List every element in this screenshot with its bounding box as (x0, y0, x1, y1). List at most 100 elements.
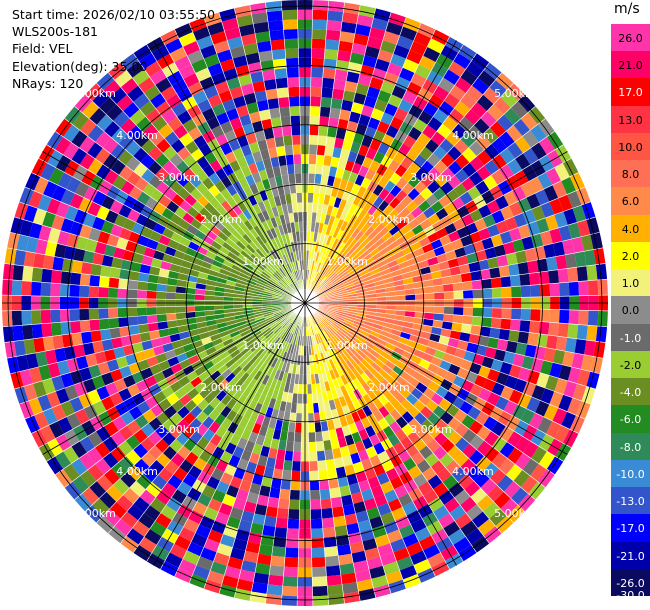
velocity-gate (55, 118, 73, 137)
velocity-gate (306, 364, 311, 375)
velocity-gate (432, 482, 449, 498)
velocity-gate (356, 408, 367, 420)
velocity-gate (245, 243, 256, 254)
velocity-gate (536, 258, 549, 273)
ray-separator (296, 0, 306, 304)
velocity-gate (312, 393, 319, 404)
velocity-gate (323, 267, 332, 277)
velocity-gate (333, 457, 345, 469)
velocity-gate (216, 112, 230, 126)
velocity-gate (320, 174, 329, 186)
velocity-gate (577, 219, 591, 237)
velocity-gate (249, 411, 260, 423)
velocity-gate (377, 90, 392, 104)
velocity-gate (87, 201, 102, 217)
ray-separator (10, 231, 306, 304)
velocity-gate (369, 330, 381, 339)
velocity-gate (335, 427, 345, 439)
velocity-gate (259, 109, 271, 121)
velocity-gate (471, 77, 490, 95)
velocity-gate (308, 163, 316, 174)
velocity-gate (517, 261, 530, 275)
velocity-gate (513, 469, 531, 488)
velocity-gate (291, 314, 298, 324)
velocity-gate (243, 246, 253, 257)
velocity-gate (537, 416, 553, 434)
velocity-gate (286, 263, 293, 273)
velocity-gate (101, 396, 115, 411)
velocity-gate (186, 49, 204, 65)
velocity-gate (491, 153, 508, 170)
velocity-gate (290, 324, 296, 334)
ray-separator (304, 247, 603, 304)
velocity-gate (451, 123, 468, 140)
velocity-gate (286, 67, 300, 78)
ray-separator (304, 186, 586, 304)
velocity-gate (137, 315, 148, 325)
velocity-gate (297, 202, 303, 213)
velocity-gate (500, 385, 514, 401)
ray-separator (304, 231, 600, 304)
velocity-gate (310, 86, 322, 97)
velocity-gate (463, 307, 474, 317)
velocity-gate (580, 234, 594, 252)
velocity-gate (66, 233, 80, 249)
velocity-gate (436, 253, 448, 264)
ray-separator (74, 105, 306, 304)
velocity-gate (407, 417, 421, 431)
ray-separator (2, 294, 306, 304)
colorbar-block (611, 432, 650, 461)
velocity-gate (187, 323, 198, 332)
velocity-gate (360, 488, 374, 502)
velocity-gate (411, 370, 424, 382)
velocity-gate (235, 256, 246, 266)
velocity-gate (361, 236, 372, 247)
velocity-gate (166, 93, 182, 109)
velocity-gate (59, 283, 71, 297)
velocity-gate (407, 465, 423, 480)
velocity-gate (539, 309, 551, 323)
velocity-gate (137, 234, 150, 247)
velocity-gate (447, 337, 460, 349)
velocity-gate (357, 362, 368, 373)
velocity-gate (268, 278, 278, 286)
field-name: Field: VEL (12, 41, 73, 57)
velocity-gate (356, 312, 367, 318)
velocity-gate (78, 393, 93, 409)
velocity-gate (287, 77, 300, 88)
start-time: Start time: 2026/02/10 03:55:50 (12, 7, 216, 22)
velocity-gate (414, 293, 425, 301)
velocity-gate (195, 169, 209, 183)
velocity-gate (249, 183, 260, 195)
velocity-gate (309, 270, 313, 281)
velocity-gate (140, 226, 154, 239)
velocity-gate (229, 476, 243, 489)
velocity-gate (355, 315, 366, 321)
ray-separator (304, 302, 536, 501)
velocity-gate (22, 324, 34, 341)
velocity-gate (256, 319, 267, 326)
velocity-gate (394, 392, 406, 404)
velocity-gate (138, 323, 150, 334)
velocity-gate (357, 385, 368, 398)
velocity-gate (426, 180, 441, 194)
velocity-gate (110, 430, 126, 447)
velocity-gate (10, 216, 24, 235)
velocity-gate (359, 64, 375, 78)
velocity-gate (535, 400, 550, 417)
velocity-gate (389, 397, 401, 409)
velocity-gate (325, 350, 332, 361)
velocity-gate (427, 38, 445, 54)
velocity-gate (245, 461, 258, 474)
velocity-gate (213, 40, 230, 54)
ray-separator (64, 118, 306, 304)
velocity-gate (285, 288, 294, 296)
velocity-gate (266, 366, 275, 377)
ray-separator (55, 302, 306, 475)
velocity-gate (340, 494, 354, 507)
ray-separator (304, 302, 464, 562)
velocity-gate (54, 136, 72, 155)
velocity-gate (122, 249, 135, 262)
velocity-gate (262, 255, 271, 265)
velocity-gate (281, 469, 292, 481)
